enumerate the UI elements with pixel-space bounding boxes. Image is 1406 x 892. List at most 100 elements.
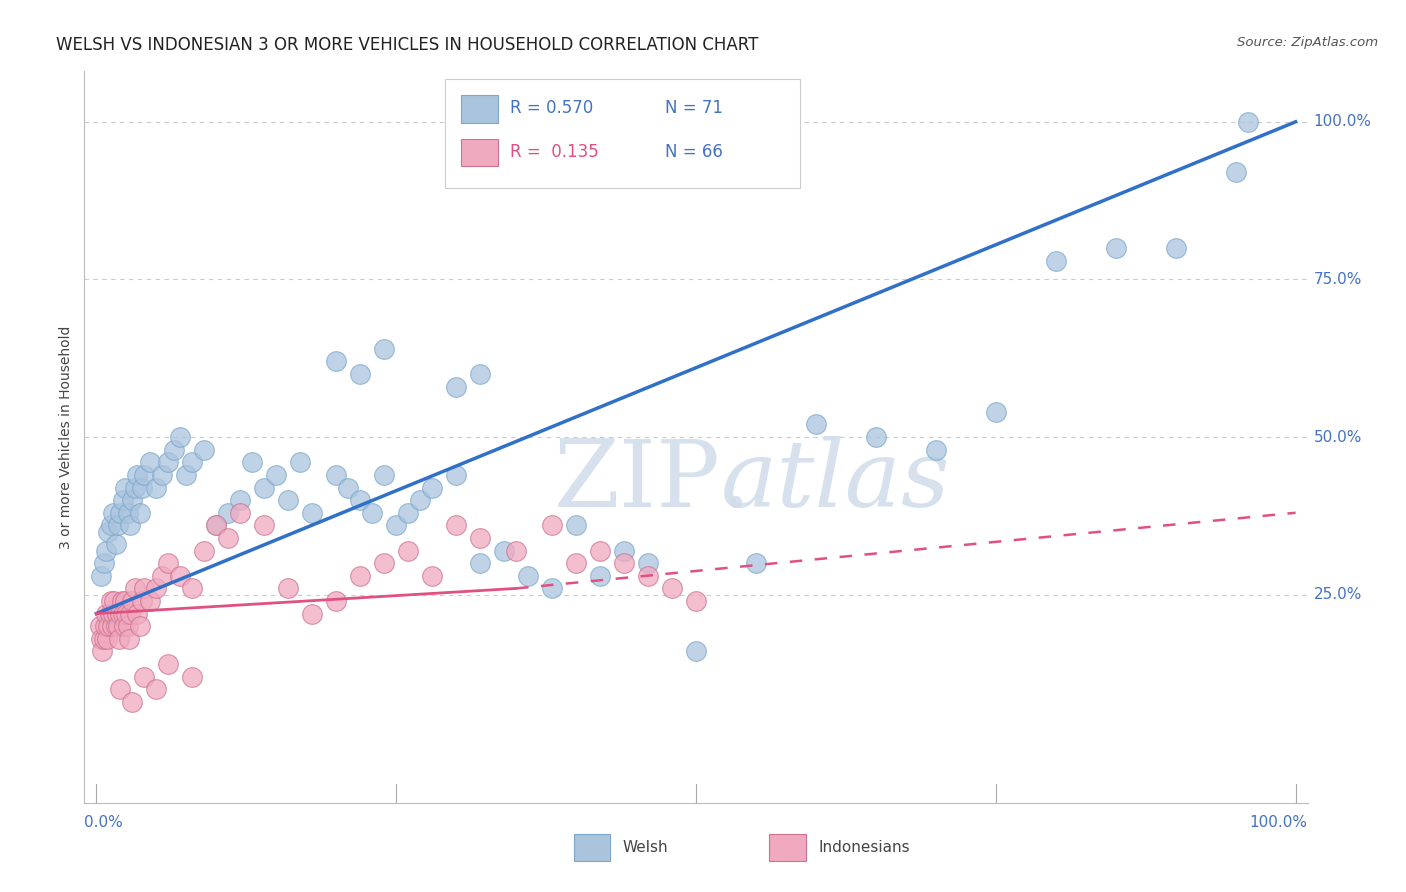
Point: [373, 342, 395, 356]
Point: [91, 644, 114, 658]
Point: [118, 632, 141, 646]
Point: [127, 467, 149, 482]
Point: [128, 506, 150, 520]
Point: [349, 367, 371, 381]
Point: [301, 607, 323, 621]
Point: [181, 670, 204, 684]
Point: [1105, 241, 1128, 255]
Point: [100, 594, 122, 608]
Point: [114, 481, 136, 495]
Point: [124, 582, 146, 596]
Point: [90, 569, 112, 583]
Point: [145, 682, 167, 697]
Point: [121, 695, 143, 709]
Point: [93, 556, 115, 570]
Point: [325, 354, 347, 368]
Text: N = 71: N = 71: [665, 99, 724, 117]
Point: [121, 493, 143, 508]
Point: [217, 506, 239, 520]
Point: [89, 619, 111, 633]
Point: [157, 657, 180, 671]
Point: [229, 506, 252, 520]
Point: [107, 518, 129, 533]
Point: [337, 481, 360, 495]
Point: [101, 506, 124, 520]
Text: atlas: atlas: [720, 436, 950, 526]
Point: [94, 607, 117, 621]
Text: 100.0%: 100.0%: [1250, 815, 1308, 830]
Point: [101, 619, 124, 633]
Point: [104, 619, 127, 633]
Text: Indonesians: Indonesians: [818, 840, 910, 855]
Point: [157, 455, 180, 469]
Point: [468, 531, 491, 545]
Point: [169, 569, 191, 583]
Point: [163, 442, 186, 457]
Point: [925, 442, 948, 457]
Point: [637, 569, 659, 583]
Point: [150, 569, 173, 583]
Point: [108, 632, 131, 646]
Point: [134, 582, 156, 596]
Point: [589, 543, 612, 558]
Point: [637, 556, 659, 570]
Point: [373, 556, 395, 570]
Point: [118, 607, 141, 621]
Point: [229, 493, 252, 508]
Point: [181, 455, 204, 469]
Text: ZIP: ZIP: [554, 436, 720, 526]
Point: [97, 619, 120, 633]
Point: [93, 619, 117, 633]
FancyBboxPatch shape: [461, 95, 498, 122]
Point: [124, 481, 146, 495]
Point: [541, 518, 564, 533]
FancyBboxPatch shape: [461, 138, 498, 167]
Point: [1164, 241, 1187, 255]
Point: [253, 518, 276, 533]
Point: [110, 607, 132, 621]
Point: [112, 619, 135, 633]
Point: [1225, 165, 1247, 179]
Point: [110, 506, 132, 520]
Point: [420, 569, 443, 583]
Point: [157, 556, 180, 570]
Point: [93, 632, 115, 646]
Point: [181, 582, 204, 596]
FancyBboxPatch shape: [446, 78, 800, 188]
Point: [150, 467, 173, 482]
Point: [325, 467, 347, 482]
Point: [804, 417, 827, 432]
Point: [349, 493, 371, 508]
Point: [745, 556, 768, 570]
Point: [468, 556, 491, 570]
Point: [661, 582, 683, 596]
Point: [174, 467, 197, 482]
Point: [290, 455, 312, 469]
Point: [128, 619, 150, 633]
Point: [444, 379, 467, 393]
FancyBboxPatch shape: [574, 833, 610, 862]
Point: [121, 594, 143, 608]
Point: [118, 518, 141, 533]
Point: [127, 607, 149, 621]
Point: [685, 644, 707, 658]
Point: [385, 518, 408, 533]
Point: [101, 607, 124, 621]
Text: Source: ZipAtlas.com: Source: ZipAtlas.com: [1237, 36, 1378, 49]
Point: [90, 632, 112, 646]
Point: [103, 594, 125, 608]
Point: [115, 607, 138, 621]
Point: [1236, 115, 1258, 129]
Point: [111, 493, 134, 508]
Point: [494, 543, 516, 558]
Point: [444, 467, 467, 482]
Point: [139, 594, 162, 608]
Text: 25.0%: 25.0%: [1313, 587, 1362, 602]
Point: [94, 543, 117, 558]
Point: [613, 556, 636, 570]
Point: [110, 682, 132, 697]
Point: [420, 481, 443, 495]
Point: [145, 481, 167, 495]
Point: [373, 467, 395, 482]
Point: [565, 556, 588, 570]
